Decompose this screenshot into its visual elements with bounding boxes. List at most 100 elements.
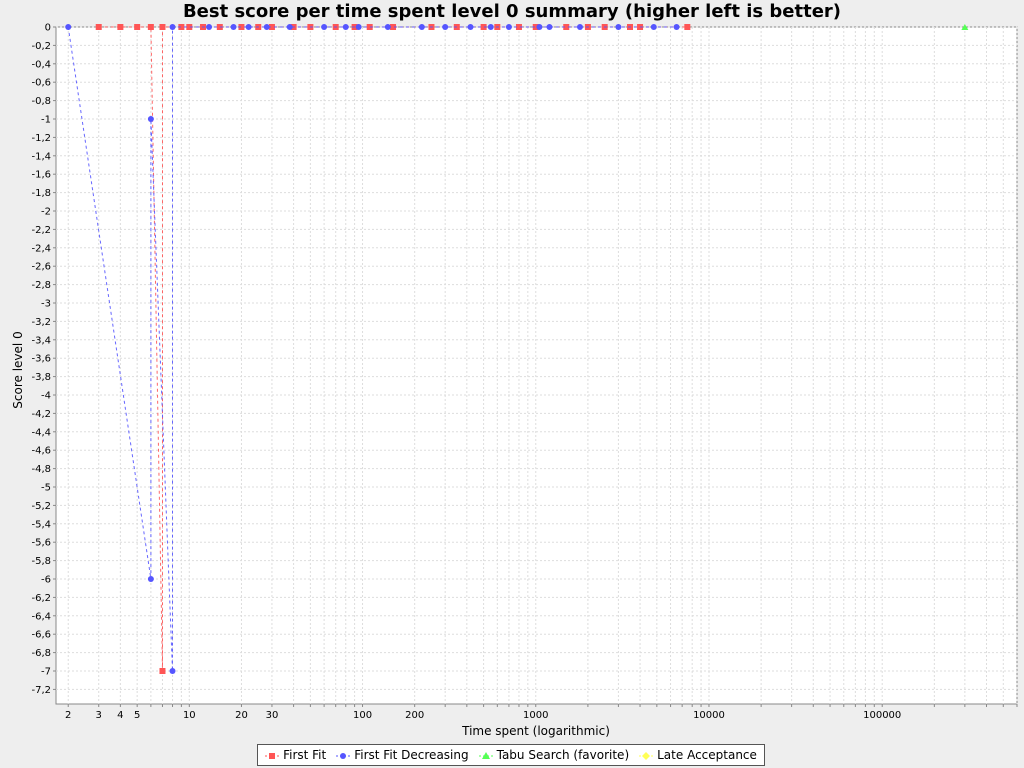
chart-title: Best score per time spent level 0 summar… <box>182 1 842 22</box>
plot-area <box>55 26 1018 705</box>
data-point <box>159 668 166 674</box>
y-axis-label: Score level 0 <box>11 331 25 408</box>
data-point <box>532 24 539 30</box>
y-tick-label: -0,6 <box>31 78 51 89</box>
y-tick-label: -1,4 <box>31 151 51 162</box>
data-point <box>117 24 124 30</box>
y-tick-label: -5,6 <box>31 538 51 549</box>
data-point <box>147 24 154 30</box>
y-tick-label: -3 <box>41 299 51 310</box>
data-point <box>186 24 193 30</box>
triangle-marker-icon <box>478 750 493 760</box>
data-point <box>442 24 449 30</box>
y-tick-label: -6,4 <box>31 611 51 622</box>
data-point <box>321 24 328 30</box>
x-tick-label: 100 <box>353 710 372 721</box>
y-tick-label: -4,4 <box>31 427 51 438</box>
y-tick-label: -2,8 <box>31 280 51 291</box>
y-tick-label: -6 <box>41 575 51 586</box>
legend-item-first-fit: First Fit <box>265 748 326 762</box>
y-tick-label: -2,4 <box>31 243 51 254</box>
legend-label: First Fit Decreasing <box>354 748 469 762</box>
y-tick-label: -2,2 <box>31 225 51 236</box>
y-tick-label: 0 <box>45 23 51 34</box>
data-point <box>505 24 512 30</box>
data-point <box>238 24 245 30</box>
x-tick-label: 200 <box>405 710 424 721</box>
legend-item-tabu-search: Tabu Search (favorite) <box>478 748 630 762</box>
y-tick-label: -3,8 <box>31 372 51 383</box>
y-tick-label: -4,8 <box>31 464 51 475</box>
data-point <box>563 24 570 30</box>
x-tick-label: 3 <box>96 710 102 721</box>
data-point <box>384 24 391 30</box>
legend-label: Late Acceptance <box>657 748 757 762</box>
data-point <box>65 24 72 30</box>
data-point <box>342 24 349 30</box>
data-point <box>684 24 691 30</box>
x-tick-label: 2 <box>65 710 71 721</box>
data-point <box>536 24 543 30</box>
legend-item-late-acceptance: Late Acceptance <box>639 748 757 762</box>
data-point <box>230 24 237 30</box>
data-point <box>169 24 176 30</box>
y-tick-label: -0,2 <box>31 41 51 52</box>
y-tick-label: -7,2 <box>31 685 51 696</box>
legend-label: Tabu Search (favorite) <box>496 748 630 762</box>
y-tick-label: -2 <box>41 207 51 218</box>
data-point <box>418 24 425 30</box>
data-point <box>366 24 373 30</box>
y-tick-label: -1 <box>41 115 51 126</box>
data-point <box>95 24 102 30</box>
data-point <box>134 24 141 30</box>
data-point <box>216 24 223 30</box>
y-tick-label: -6,2 <box>31 593 51 604</box>
y-tick-label: -5,8 <box>31 556 51 567</box>
x-tick-label: 100000 <box>863 710 901 721</box>
y-tick-label: -3,4 <box>31 335 51 346</box>
data-point <box>206 24 213 30</box>
data-point <box>178 24 185 30</box>
circle-marker-icon <box>336 750 351 760</box>
x-tick-label: 30 <box>266 710 279 721</box>
data-point <box>263 24 270 30</box>
y-tick-label: -5 <box>41 483 51 494</box>
data-point <box>159 24 166 30</box>
y-tick-label: -4,2 <box>31 409 51 420</box>
data-point <box>147 576 154 582</box>
data-point <box>650 24 657 30</box>
legend-item-first-fit-decreasing: First Fit Decreasing <box>336 748 469 762</box>
y-tick-label: -1,2 <box>31 133 51 144</box>
data-point <box>615 24 622 30</box>
y-tick-label: -0,8 <box>31 96 51 107</box>
y-tick-label: -6,6 <box>31 630 51 641</box>
data-point <box>286 24 293 30</box>
data-point <box>576 24 583 30</box>
x-tick-label: 20 <box>235 710 248 721</box>
y-tick-label: -1,6 <box>31 170 51 181</box>
y-tick-label: -3,2 <box>31 317 51 328</box>
y-tick-label: -1,8 <box>31 188 51 199</box>
diamond-marker-icon <box>639 750 654 760</box>
data-point <box>467 24 474 30</box>
data-point <box>515 24 522 30</box>
data-point <box>480 24 487 30</box>
y-tick-label: -5,2 <box>31 501 51 512</box>
data-point <box>268 24 275 30</box>
data-point <box>961 24 969 30</box>
legend: First Fit First Fit Decreasing Tabu Sear… <box>257 744 765 766</box>
data-point <box>673 24 680 30</box>
y-tick-label: -0,4 <box>31 59 51 70</box>
data-point <box>147 116 154 122</box>
y-tick-label: -6,8 <box>31 648 51 659</box>
data-point <box>546 24 553 30</box>
y-tick-label: -4 <box>41 391 51 402</box>
y-tick-label: -5,4 <box>31 519 51 530</box>
data-point <box>169 668 176 674</box>
data-point <box>487 24 494 30</box>
data-point <box>390 24 397 30</box>
y-tick-label: -2,6 <box>31 262 51 273</box>
y-tick-label: -4,6 <box>31 446 51 457</box>
x-tick-label: 4 <box>117 710 123 721</box>
